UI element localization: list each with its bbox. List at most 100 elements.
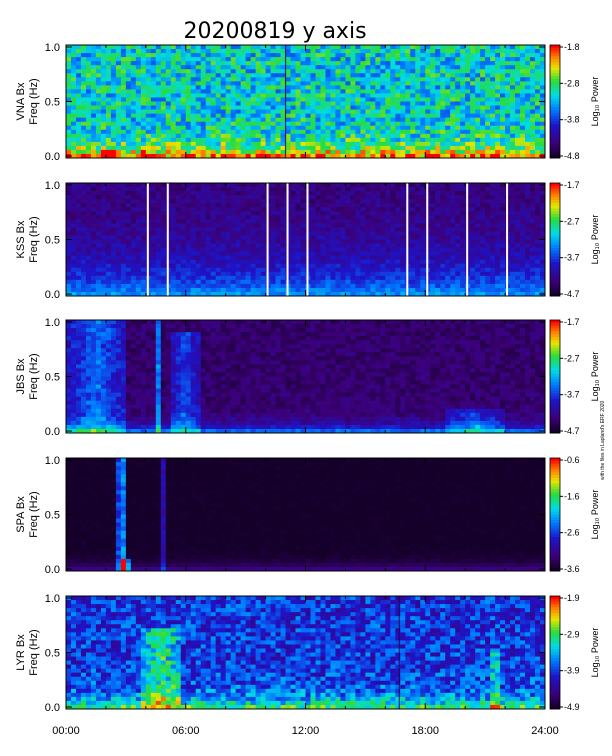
spectrogram-cell bbox=[400, 49, 406, 54]
spectrogram-cell bbox=[80, 227, 87, 232]
spectrogram-cell bbox=[385, 73, 391, 78]
spectrogram-cell bbox=[350, 223, 356, 228]
spectrogram-cell bbox=[520, 121, 526, 127]
spectrogram-cell bbox=[245, 231, 252, 236]
spectrogram-cell bbox=[410, 263, 416, 269]
spectrogram-cell bbox=[66, 247, 72, 253]
spectrogram-cell bbox=[180, 93, 187, 98]
spectrogram-cell bbox=[445, 239, 451, 244]
spectrogram-cell bbox=[265, 53, 271, 58]
spectrogram-cell bbox=[85, 247, 92, 253]
spectrogram-cell bbox=[310, 287, 316, 293]
spectrogram-cell bbox=[240, 251, 247, 257]
spectrogram-cell bbox=[90, 259, 97, 265]
spectrogram-cell bbox=[310, 113, 316, 119]
spectrogram-cell bbox=[260, 191, 266, 196]
spectrogram-cell bbox=[385, 105, 391, 110]
spectrogram-cell bbox=[365, 251, 371, 257]
spectrogram-cell bbox=[200, 81, 207, 86]
spectrogram-cell bbox=[305, 129, 311, 135]
spectrogram-cell bbox=[400, 247, 406, 253]
spectrogram-cell bbox=[325, 215, 331, 220]
spectrogram-cell bbox=[185, 45, 192, 50]
spectrogram-cell bbox=[280, 85, 286, 90]
spectrogram-cell bbox=[420, 191, 426, 196]
spectrogram-cell bbox=[245, 85, 252, 90]
spectrogram-cell bbox=[295, 227, 301, 232]
spectrogram-cell bbox=[435, 153, 441, 159]
spectrogram-cell bbox=[150, 45, 157, 50]
spectrogram-cell bbox=[110, 73, 117, 78]
spectrogram-cell bbox=[415, 77, 421, 82]
spectrogram-cell bbox=[110, 85, 117, 90]
spectrogram-cell bbox=[230, 227, 237, 232]
colorbar-segment bbox=[550, 90, 560, 94]
spectrogram-cell bbox=[325, 69, 331, 74]
spectrogram-cell bbox=[300, 53, 306, 58]
spectrogram-cell bbox=[250, 149, 256, 155]
spectrogram-cell bbox=[105, 287, 112, 293]
spectrogram-cell bbox=[210, 223, 217, 228]
spectrogram-cell bbox=[270, 203, 276, 208]
spectrogram-cell bbox=[180, 65, 187, 70]
spectrogram-cell bbox=[380, 243, 386, 248]
spectrogram-cell bbox=[480, 49, 486, 54]
spectrogram-cell bbox=[85, 279, 92, 285]
spectrogram-cell bbox=[315, 251, 321, 257]
spectrogram-cell bbox=[330, 137, 336, 143]
spectrogram-cell bbox=[165, 81, 172, 86]
spectrogram-cell bbox=[495, 153, 501, 159]
colorbar-segment bbox=[550, 53, 560, 57]
spectrogram-cell bbox=[365, 121, 371, 127]
spectrogram-cell bbox=[160, 53, 167, 58]
spectrogram-cell bbox=[290, 57, 296, 62]
spectrogram-cell bbox=[450, 61, 456, 66]
spectrogram-cell bbox=[415, 57, 421, 62]
spectrogram-cell bbox=[290, 121, 296, 127]
spectrogram-cell bbox=[280, 215, 286, 220]
spectrogram-cell bbox=[380, 239, 386, 244]
spectrogram-cell bbox=[140, 255, 147, 261]
spectrogram-cell bbox=[70, 73, 77, 78]
spectrogram-cell bbox=[90, 187, 97, 192]
spectrogram-cell bbox=[70, 109, 77, 115]
spectrogram-cell bbox=[155, 129, 162, 135]
spectrogram-cell bbox=[160, 223, 167, 228]
spectrogram-cell bbox=[180, 191, 187, 196]
spectrogram-cell bbox=[150, 69, 157, 74]
spectrogram-cell bbox=[135, 255, 142, 261]
spectrogram-cell bbox=[535, 101, 541, 106]
spectrogram-cell bbox=[235, 93, 242, 98]
spectrogram-cell bbox=[490, 129, 496, 135]
spectrogram-cell bbox=[255, 255, 261, 261]
spectrogram-cell bbox=[66, 121, 72, 127]
spectrogram-cell bbox=[390, 235, 396, 240]
spectrogram-cell bbox=[435, 231, 441, 236]
spectrogram-cell bbox=[275, 125, 281, 131]
spectrogram-cell bbox=[345, 53, 351, 58]
spectrogram-cell bbox=[470, 117, 476, 123]
spectrogram-cell bbox=[455, 251, 461, 257]
spectrogram-cell bbox=[315, 101, 321, 106]
spectrogram-cell bbox=[265, 73, 271, 78]
spectrogram-cell bbox=[535, 109, 541, 115]
spectrogram-cell bbox=[160, 93, 167, 98]
spectrogram-cell bbox=[445, 283, 451, 289]
spectrogram-cell bbox=[230, 129, 237, 135]
spectrogram-cell bbox=[260, 105, 266, 110]
spectrogram-cell bbox=[430, 239, 436, 244]
spectrogram-cell bbox=[485, 93, 491, 98]
spectrogram-cell bbox=[425, 97, 431, 102]
spectrogram-cell bbox=[140, 149, 147, 155]
spectrogram-cell bbox=[450, 145, 456, 151]
spectrogram-cell bbox=[145, 149, 152, 155]
spectrogram-cell bbox=[345, 109, 351, 115]
spectrogram-cell bbox=[315, 271, 321, 277]
spectrogram-cell bbox=[190, 239, 197, 244]
spectrogram-cell bbox=[380, 97, 386, 102]
spectrogram-cell bbox=[400, 77, 406, 82]
spectrogram-cell bbox=[125, 231, 132, 236]
spectrogram-cell bbox=[320, 53, 326, 58]
spectrogram-cell bbox=[125, 109, 132, 115]
spectrogram-cell bbox=[395, 231, 401, 236]
